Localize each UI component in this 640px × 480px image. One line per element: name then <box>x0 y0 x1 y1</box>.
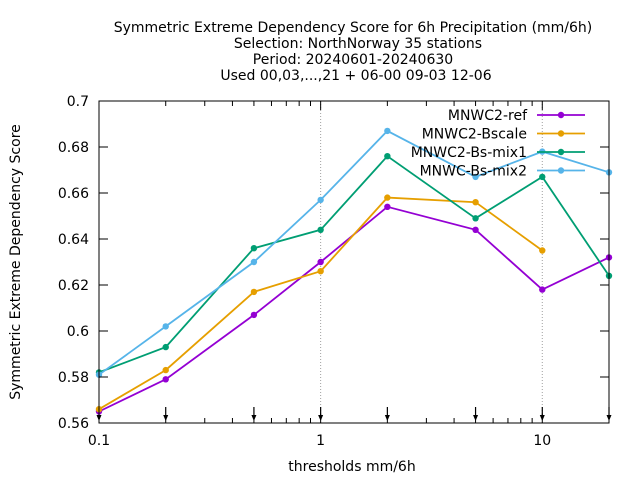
y-tick-label: 0.6 <box>67 324 89 340</box>
series-lines <box>95 127 613 415</box>
title-line-4: Used 00,03,...,21 + 06-00 09-03 12-06 <box>220 68 491 84</box>
series-line <box>98 129 610 376</box>
y-tick-label: 0.58 <box>58 370 89 386</box>
data-point <box>162 376 169 383</box>
y-tick-label: 0.56 <box>58 416 89 432</box>
data-point <box>384 153 391 160</box>
data-point <box>250 288 258 296</box>
legend: MNWC2-ref MNWC2-Bscale MNWC2-Bs-mix1 MNWC-B… <box>411 108 585 180</box>
x-tick-label: 0.1 <box>88 433 110 449</box>
legend-label: MNWC-Bs-mix2 <box>420 164 527 180</box>
data-point <box>162 343 169 351</box>
legend-marker <box>557 148 565 156</box>
data-point <box>250 311 258 319</box>
y-tick-label: 0.64 <box>58 232 89 248</box>
data-point <box>162 323 169 330</box>
data-point <box>472 199 479 206</box>
x-tick-label: 10 <box>533 433 551 449</box>
title-line-2: Selection: NorthNorway 35 stations <box>234 36 482 52</box>
data-point <box>472 173 479 181</box>
y-tick-label: 0.62 <box>58 278 89 294</box>
legend-label: MNWC2-Bs-mix1 <box>411 145 527 161</box>
data-point <box>317 268 324 275</box>
y-tick-label: 0.66 <box>58 186 89 202</box>
legend-label: MNWC2-ref <box>448 108 528 124</box>
data-point <box>384 194 391 201</box>
data-point <box>162 366 169 374</box>
data-point <box>384 127 391 135</box>
data-point <box>317 196 324 204</box>
legend-marker <box>557 167 565 174</box>
x-axis-ticks: 0.1 1 10 <box>88 101 610 449</box>
data-point <box>317 258 324 266</box>
y-tick-label: 0.68 <box>58 140 89 156</box>
data-point <box>539 286 546 293</box>
y-axis-title: Symmetric Extreme Dependency Score <box>8 124 24 400</box>
legend-label: MNWC2-Bscale <box>422 127 527 143</box>
data-point <box>384 203 391 210</box>
data-point <box>250 258 258 266</box>
data-point <box>250 245 258 252</box>
data-point <box>472 215 479 222</box>
data-point <box>539 247 546 254</box>
x-tick-label: 1 <box>316 433 325 449</box>
series-line <box>98 155 610 374</box>
y-axis-ticks: 0.56 0.58 0.6 0.62 0.64 0.66 0.68 0.7 <box>58 94 609 432</box>
data-point <box>539 173 546 181</box>
plot-frame <box>98 100 610 424</box>
title-line-1: Symmetric Extreme Dependency Score for 6… <box>114 20 593 36</box>
data-point <box>317 226 324 233</box>
title-line-3: Period: 20240601-20240630 <box>253 52 453 68</box>
data-point <box>472 226 479 233</box>
y-tick-label: 0.7 <box>67 94 89 110</box>
legend-marker <box>557 111 565 119</box>
x-axis-title: thresholds mm/6h <box>288 459 415 475</box>
series-line <box>98 205 610 413</box>
chart-title: Symmetric Extreme Dependency Score for 6… <box>114 20 593 84</box>
threshold-arrows <box>96 407 612 421</box>
legend-marker <box>557 130 565 137</box>
